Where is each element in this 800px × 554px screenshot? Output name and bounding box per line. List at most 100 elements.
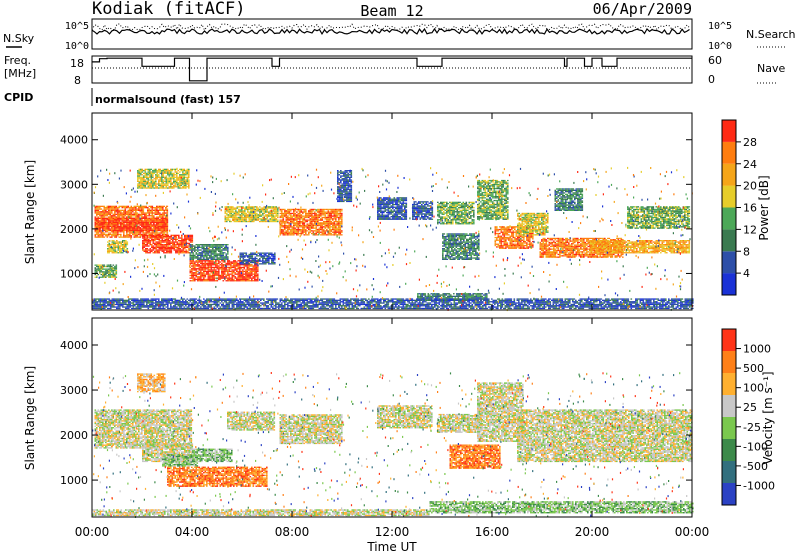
data-cell: [257, 216, 260, 219]
data-cell: [225, 270, 228, 273]
data-cell: [299, 223, 301, 225]
data-cell: [164, 252, 167, 254]
data-cell: [244, 216, 246, 219]
data-cell: [333, 210, 336, 212]
data-cell: [210, 253, 213, 255]
data-cell: [133, 220, 136, 222]
data-cell: [160, 207, 163, 209]
data-cell: [282, 208, 285, 211]
data-cell: [114, 244, 117, 246]
data-cell: [163, 246, 165, 248]
data-cell: [231, 262, 234, 265]
data-cell: [317, 228, 319, 231]
data-cell: [228, 261, 231, 263]
data-cell: [285, 215, 288, 217]
data-cell: [327, 220, 330, 223]
data-cell: [291, 232, 294, 235]
data-cell: [251, 218, 254, 220]
data-cell: [147, 179, 150, 181]
data-cell: [112, 221, 115, 224]
data-cell: [160, 219, 163, 221]
data-cell: [200, 244, 202, 246]
data-cell: [140, 179, 142, 181]
data-cell: [129, 224, 131, 226]
data-cell: [157, 228, 160, 230]
data-cell: [153, 180, 156, 182]
data-cell: [123, 242, 126, 244]
data-cell: [151, 237, 153, 239]
data-cell: [218, 268, 220, 270]
data-cell: [337, 191, 339, 193]
data-cell: [274, 252, 276, 254]
data-cell: [381, 198, 384, 200]
data-cell: [106, 205, 109, 207]
data-cell: [149, 250, 152, 252]
data-cell: [293, 215, 295, 217]
data-cell: [138, 186, 141, 188]
data-cell: [195, 252, 198, 254]
data-cell: [260, 220, 263, 223]
data-cell: [290, 212, 292, 215]
data-cell: [338, 227, 340, 229]
data-cell: [139, 207, 142, 209]
data-cell: [327, 223, 330, 225]
data-cell: [167, 178, 169, 180]
data-cell: [395, 199, 397, 202]
data-cell: [121, 227, 124, 229]
data-cell: [172, 234, 174, 236]
data-cell: [245, 265, 247, 267]
data-cell: [305, 230, 307, 232]
data-cell: [191, 248, 193, 250]
data-cell: [338, 231, 340, 233]
data-cell: [138, 208, 140, 210]
data-cell: [221, 273, 223, 275]
data-cell: [118, 213, 121, 215]
data-cell: [168, 171, 171, 173]
data-cell: [218, 253, 220, 255]
data-cell: [148, 232, 151, 234]
data-cell: [320, 231, 322, 233]
data-cell: [268, 261, 270, 264]
data-cell: [240, 264, 243, 266]
data-cell: [203, 245, 205, 247]
data-cell: [166, 242, 168, 244]
data-cell: [207, 266, 210, 269]
data-cell: [122, 244, 124, 246]
data-cell: [347, 187, 350, 189]
data-cell: [153, 221, 155, 224]
data-cell: [112, 219, 115, 221]
data-cell: [235, 212, 237, 215]
data-cell: [155, 248, 158, 250]
data-cell: [147, 217, 149, 219]
data-cell: [197, 246, 199, 248]
data-cell: [290, 226, 292, 228]
data-cell: [343, 178, 345, 180]
data-cell: [315, 214, 318, 216]
data-cell: [250, 214, 252, 216]
data-cell: [204, 245, 207, 247]
data-cell: [312, 226, 315, 228]
data-cell: [398, 199, 400, 202]
data-cell: [138, 176, 141, 178]
data-cell: [393, 198, 396, 200]
data-cell: [153, 170, 156, 172]
data-cell: [111, 220, 113, 222]
data-cell: [215, 244, 217, 246]
data-cell: [255, 278, 258, 281]
data-cell: [314, 208, 316, 211]
data-cell: [140, 168, 142, 170]
data-cell: [248, 277, 250, 279]
data-cell: [166, 250, 168, 252]
data-cell: [297, 212, 300, 215]
data-cell: [343, 182, 345, 184]
data-cell: [344, 174, 347, 176]
data-cell: [210, 260, 213, 262]
data-cell: [315, 230, 318, 232]
data-cell: [157, 224, 160, 226]
data-cell: [136, 235, 139, 237]
data-cell: [321, 211, 324, 213]
data-cell: [377, 207, 379, 210]
data-cell: [147, 231, 149, 233]
data-cell: [224, 273, 226, 275]
data-cell: [145, 231, 148, 233]
